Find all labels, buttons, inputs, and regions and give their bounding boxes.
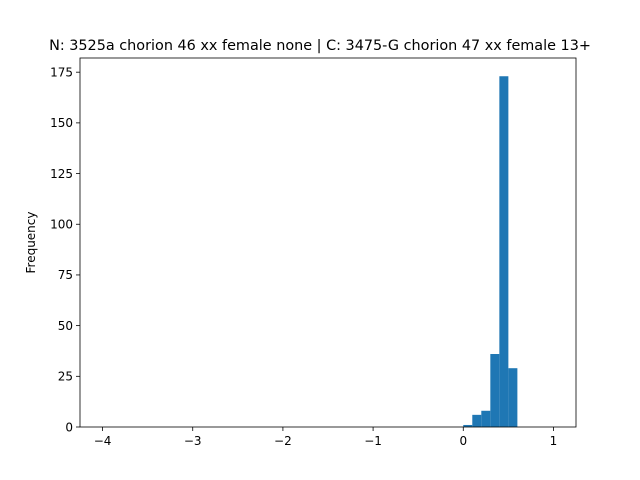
y-tick-label: 75 bbox=[58, 268, 73, 282]
histogram-bar-2 bbox=[481, 410, 491, 427]
histogram-bar-4 bbox=[499, 76, 509, 427]
histogram-bar-3 bbox=[490, 354, 500, 427]
x-tick-label: −4 bbox=[94, 434, 112, 448]
y-tick-label: 25 bbox=[58, 370, 73, 384]
ticks-group: −4 −3 −2 −1 0 1 0 25 50 75 100 125 150 175 bbox=[50, 65, 557, 448]
plot-frame bbox=[79, 57, 577, 428]
histogram-bar-5 bbox=[508, 368, 518, 427]
y-tick-label: 175 bbox=[50, 65, 73, 79]
histogram-bar-0 bbox=[463, 424, 473, 427]
y-tick-label: 50 bbox=[58, 319, 73, 333]
y-axis-label: Frequency bbox=[24, 212, 38, 274]
chart-title: N: 3525a chorion 46 xx female none | C: … bbox=[49, 38, 591, 54]
y-tick-label: 0 bbox=[65, 420, 73, 434]
bars-group bbox=[463, 76, 518, 427]
x-tick-label: −3 bbox=[184, 434, 202, 448]
x-tick-label: −2 bbox=[274, 434, 292, 448]
histogram-bar-1 bbox=[472, 414, 482, 427]
y-tick-label: 125 bbox=[50, 167, 73, 181]
x-tick-label: 1 bbox=[550, 434, 558, 448]
y-tick-label: 150 bbox=[50, 116, 73, 130]
y-tick-label: 100 bbox=[50, 218, 73, 232]
x-tick-label: −1 bbox=[364, 434, 382, 448]
x-tick-label: 0 bbox=[459, 434, 467, 448]
